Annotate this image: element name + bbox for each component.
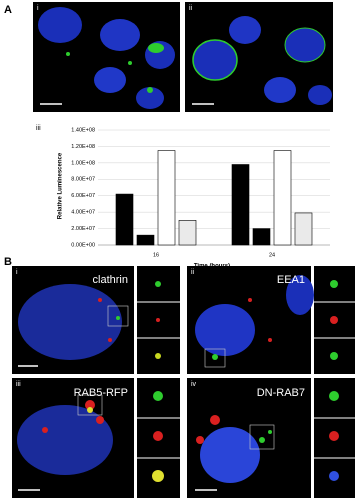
bar bbox=[273, 150, 292, 246]
micrograph bbox=[12, 378, 180, 498]
y-tick-label: 8.00E+07 bbox=[71, 177, 95, 183]
micrograph bbox=[187, 378, 355, 498]
micrograph bbox=[185, 2, 333, 112]
image-label: ii bbox=[191, 269, 195, 276]
panel-label: iii bbox=[36, 125, 41, 132]
y-tick-label: 4.00E+07 bbox=[71, 210, 95, 216]
bar bbox=[115, 193, 134, 246]
bar bbox=[294, 212, 313, 246]
y-tick-label: 1.20E+08 bbox=[71, 144, 95, 150]
micrograph bbox=[33, 2, 180, 112]
y-axis-label: Relative Luminescence bbox=[58, 152, 64, 219]
bar bbox=[136, 234, 155, 246]
marker-title: RAB5-RFP bbox=[74, 387, 128, 399]
panel-label: B bbox=[4, 256, 12, 268]
x-tick-label: 16 bbox=[153, 252, 159, 258]
bar bbox=[231, 164, 250, 246]
marker-title: clathrin bbox=[93, 274, 128, 286]
image-label: iii bbox=[16, 381, 21, 388]
micrograph bbox=[187, 266, 355, 374]
y-tick-label: 6.00E+07 bbox=[71, 193, 95, 199]
micrograph bbox=[12, 266, 180, 374]
y-tick-label: 1.00E+08 bbox=[71, 160, 95, 166]
y-tick-label: 2.00E+07 bbox=[71, 226, 95, 232]
panel-label: A bbox=[4, 4, 12, 16]
bar bbox=[252, 228, 271, 246]
marker-title: EEA1 bbox=[277, 274, 305, 286]
bar bbox=[157, 150, 176, 246]
y-tick-label: 0.00E+00 bbox=[71, 242, 95, 248]
y-tick-label: 1.40E+08 bbox=[71, 127, 95, 133]
image-label: iv bbox=[191, 381, 197, 388]
marker-title: DN-RAB7 bbox=[257, 387, 305, 399]
bar bbox=[178, 220, 197, 246]
image-label: ii bbox=[189, 5, 193, 12]
image-label: i bbox=[16, 269, 18, 276]
image-label: i bbox=[37, 5, 39, 12]
x-tick-label: 24 bbox=[269, 252, 275, 258]
